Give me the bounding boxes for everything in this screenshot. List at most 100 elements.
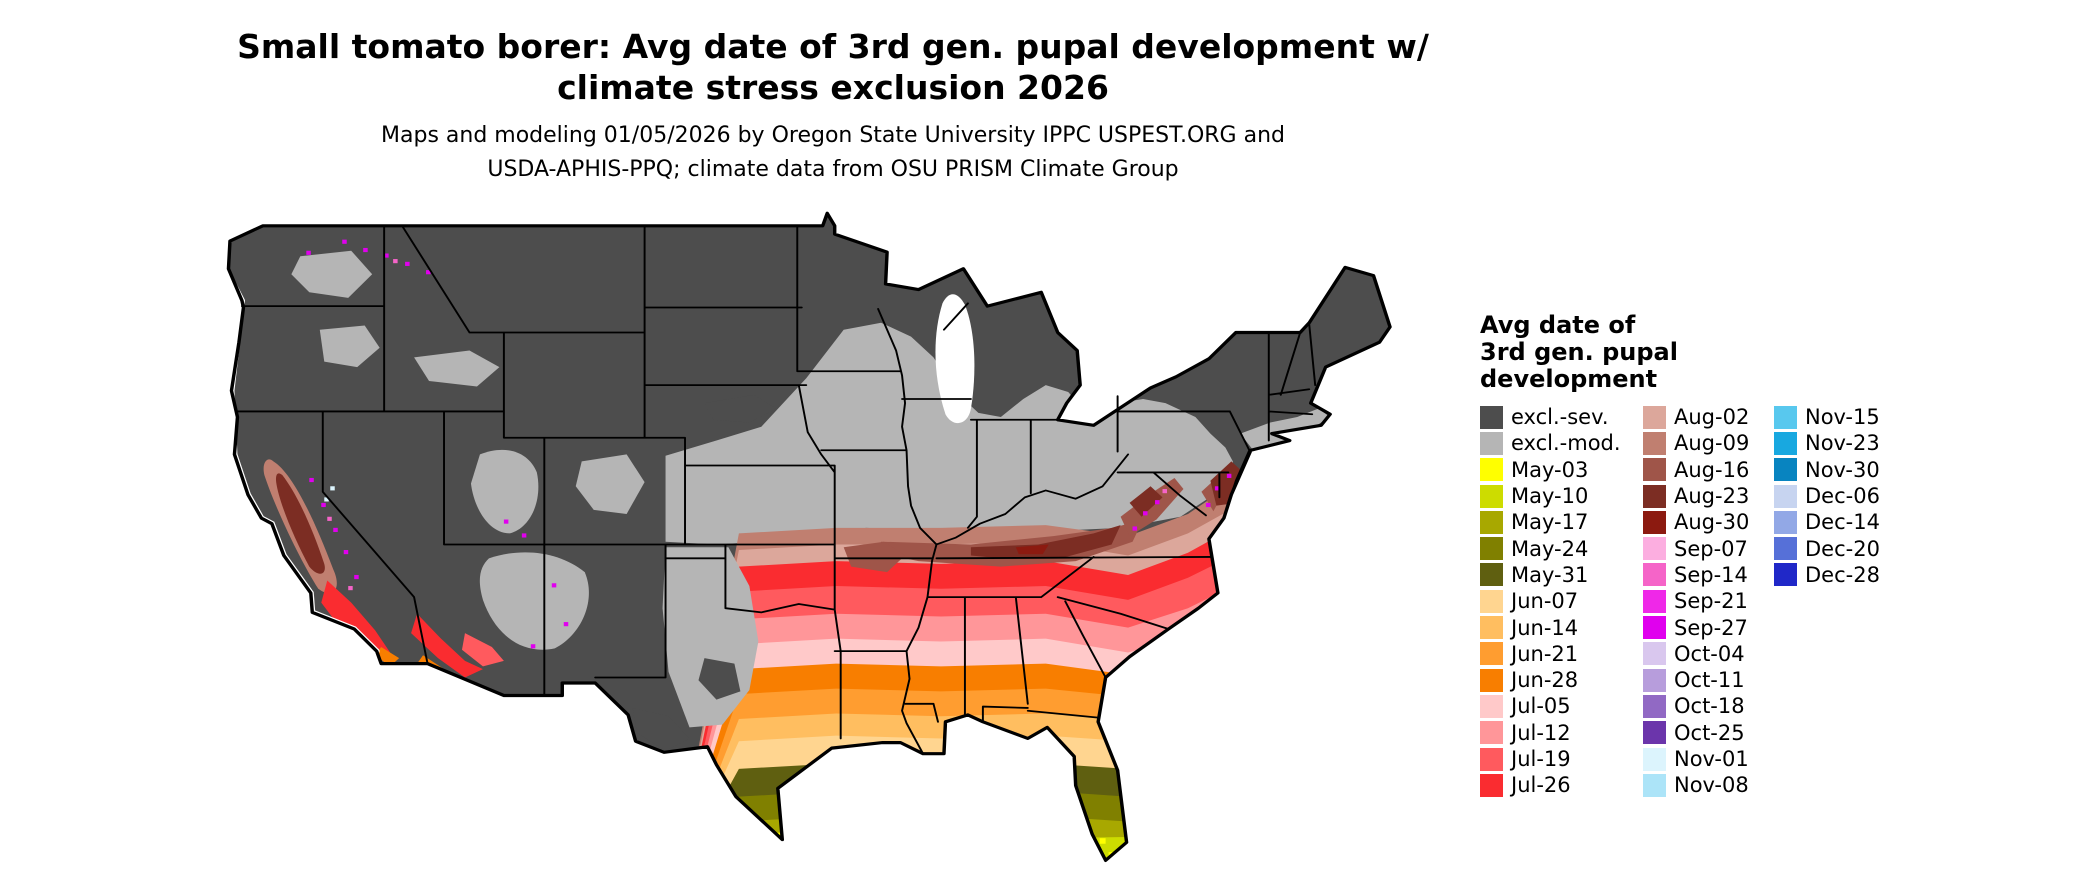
legend-label: Jul-05 xyxy=(1511,694,1571,719)
map-region-aug-30-core xyxy=(1015,544,1049,555)
legend-label: Jun-14 xyxy=(1511,615,1579,640)
map-region-sandhills-dark xyxy=(704,394,777,423)
legend-item: Dec-06 xyxy=(1774,483,1880,509)
legend-label: Dec-06 xyxy=(1805,484,1880,509)
legend-title-line2: 3rd gen. pupal xyxy=(1480,338,1678,366)
legend-label: Nov-01 xyxy=(1674,747,1749,771)
legend-item: Nov-08 xyxy=(1643,772,1749,798)
legend-item: Dec-20 xyxy=(1774,535,1880,561)
legend-label: Jul-26 xyxy=(1511,773,1571,798)
legend-item: Aug-02 xyxy=(1643,404,1749,430)
legend-item: Jun-28 xyxy=(1480,667,1621,693)
legend-swatch xyxy=(1480,721,1503,745)
legend-label: Oct-11 xyxy=(1674,668,1745,693)
legend-swatch xyxy=(1774,458,1797,482)
legend-label: Aug-02 xyxy=(1674,405,1750,430)
legend-item: Jul-19 xyxy=(1480,746,1621,772)
legend-label: Aug-23 xyxy=(1674,484,1750,509)
legend-item: excl.-mod. xyxy=(1480,430,1621,456)
legend-swatch xyxy=(1480,773,1503,797)
legend-swatch xyxy=(1480,405,1503,429)
legend-label: Nov-15 xyxy=(1805,405,1880,430)
legend-label: May-24 xyxy=(1511,536,1589,561)
legend-column-3: Nov-15 Nov-23 Nov-30 Dec-06 Dec-14 Dec-2… xyxy=(1774,404,1880,588)
legend-item: Nov-30 xyxy=(1774,457,1880,483)
us-outline xyxy=(226,211,1392,862)
legend-swatch xyxy=(1480,668,1503,692)
legend-label: excl.-mod. xyxy=(1511,431,1621,456)
legend-swatch xyxy=(1480,563,1503,587)
legend-item: Oct-18 xyxy=(1643,693,1749,719)
legend-swatch xyxy=(1480,458,1503,482)
legend-swatch xyxy=(1643,537,1666,561)
map-title-line2: climate stress exclusion 2026 xyxy=(557,68,1109,107)
legend-swatch xyxy=(1774,563,1797,587)
legend-item: Aug-30 xyxy=(1643,509,1749,535)
legend-title-line3: development xyxy=(1480,365,1658,393)
legend-item: Jun-07 xyxy=(1480,588,1621,614)
legend-swatch xyxy=(1643,458,1666,482)
legend-label: Dec-20 xyxy=(1805,536,1880,561)
legend-swatch xyxy=(1480,642,1503,666)
legend-item: Aug-16 xyxy=(1643,457,1749,483)
map-specks-sep-14 xyxy=(327,259,1167,591)
map-subtitle-line1: Maps and modeling 01/05/2026 by Oregon S… xyxy=(381,123,1285,148)
map-specks-nov-01 xyxy=(324,486,335,502)
legend-swatch xyxy=(1480,694,1503,718)
legend-swatch xyxy=(1774,405,1797,429)
legend-label: Nov-30 xyxy=(1805,457,1880,482)
legend-label: Sep-27 xyxy=(1674,615,1748,640)
legend-label: Sep-21 xyxy=(1674,589,1748,614)
legend-swatch xyxy=(1643,510,1666,534)
legend-label: Nov-23 xyxy=(1805,431,1880,456)
legend-item: Oct-25 xyxy=(1643,720,1749,746)
legend-item: May-10 xyxy=(1480,483,1621,509)
legend-swatch xyxy=(1480,537,1503,561)
legend-item: Aug-09 xyxy=(1643,430,1749,456)
legend-swatch xyxy=(1774,510,1797,534)
legend-swatch xyxy=(1480,747,1503,771)
legend-label: May-17 xyxy=(1511,510,1589,535)
legend-label: Dec-14 xyxy=(1805,510,1880,535)
map-fill-layers xyxy=(228,213,1391,861)
legend-label: May-03 xyxy=(1511,457,1589,482)
legend-item: Jul-26 xyxy=(1480,772,1621,798)
us-phenology-map xyxy=(215,205,1405,877)
legend-label: excl.-sev. xyxy=(1511,405,1609,430)
legend-swatch xyxy=(1774,537,1797,561)
legend-column-2: Aug-02 Aug-09 Aug-16 Aug-23 Aug-30 Sep-0… xyxy=(1643,404,1749,798)
legend-swatch xyxy=(1643,694,1666,718)
legend-swatch xyxy=(1774,484,1797,508)
legend-item: Nov-01 xyxy=(1643,746,1749,772)
map-subtitle-line2: USDA-APHIS-PPQ; climate data from OSU PR… xyxy=(487,157,1179,182)
legend-label: Jun-07 xyxy=(1511,589,1579,614)
legend-item: Oct-04 xyxy=(1643,641,1749,667)
legend-item: Aug-23 xyxy=(1643,483,1749,509)
legend-item: May-24 xyxy=(1480,535,1621,561)
legend-title-line1: Avg date of xyxy=(1480,311,1636,339)
legend-label: Jul-19 xyxy=(1511,747,1571,771)
legend-label: Sep-07 xyxy=(1674,536,1748,561)
map-specks-may-03 xyxy=(773,832,1117,859)
legend-item: Sep-07 xyxy=(1643,535,1749,561)
legend-item: Oct-11 xyxy=(1643,667,1749,693)
legend-item: May-17 xyxy=(1480,509,1621,535)
map-region-big-bend-dark xyxy=(632,707,690,751)
legend-item: Sep-21 xyxy=(1643,588,1749,614)
map-region-socal-az-red xyxy=(321,580,483,678)
legend-swatch xyxy=(1774,431,1797,455)
legend-label: Aug-16 xyxy=(1674,457,1750,482)
legend-label: May-31 xyxy=(1511,562,1589,587)
legend-swatch xyxy=(1643,484,1666,508)
legend-swatch xyxy=(1643,405,1666,429)
legend-item: Jun-14 xyxy=(1480,614,1621,640)
us-map-svg xyxy=(225,211,1392,862)
legend-item: excl.-sev. xyxy=(1480,404,1621,430)
legend-swatch xyxy=(1643,747,1666,771)
legend-item: Jun-21 xyxy=(1480,641,1621,667)
legend-swatch xyxy=(1643,721,1666,745)
legend-item: Dec-28 xyxy=(1774,562,1880,588)
legend-label: Jun-21 xyxy=(1511,641,1579,666)
legend-swatch xyxy=(1480,431,1503,455)
legend-label: Jul-12 xyxy=(1511,720,1571,745)
